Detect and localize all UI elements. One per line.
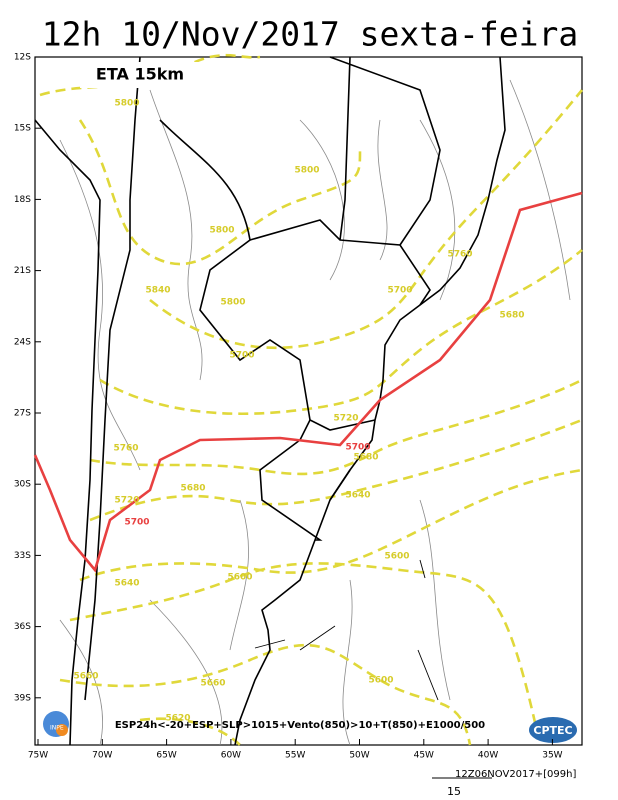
contour-label: 5720	[114, 496, 139, 506]
borders	[34, 56, 506, 746]
contour-label: 5640	[345, 491, 370, 501]
contour-label: 5800	[294, 166, 319, 176]
lon-label: 70W	[92, 751, 112, 761]
contour-label: 5700	[387, 286, 412, 296]
lon-label: 60W	[221, 751, 241, 761]
lat-label: 12S	[14, 53, 31, 63]
lat-label: 33S	[14, 551, 31, 561]
lon-label: 65W	[156, 751, 176, 761]
contour-label: 5640	[114, 579, 139, 589]
contour-label: 5700	[124, 518, 149, 528]
contour-label: 5600	[368, 676, 393, 686]
contour-label: 5760	[447, 250, 472, 260]
cptec-logo	[529, 717, 577, 743]
height-contours	[39, 53, 584, 746]
lon-label: 75W	[28, 751, 48, 761]
contour-label: 5800	[114, 99, 139, 109]
lat-label: 36S	[14, 622, 31, 632]
lat-label: 27S	[14, 409, 31, 419]
lat-label: 39S	[14, 693, 31, 703]
model-label-box	[80, 62, 200, 88]
contour-label: 5700	[229, 351, 254, 361]
contour-label: 5680	[180, 484, 205, 494]
run-label: 12Z06NOV2017+[099h]	[455, 769, 576, 780]
contour-label: 5660	[200, 679, 225, 689]
lat-label: 24S	[14, 337, 31, 347]
inpe-logo-dot	[56, 724, 68, 736]
contour-label: 5840	[145, 286, 170, 296]
fields-legend: ESP24h<-20+ESP+SLP>1015+Vento(850)>10+T(…	[115, 720, 485, 731]
contour-label: 5700	[345, 443, 370, 453]
lat-label: 30S	[14, 480, 31, 490]
vector-scale: 15	[447, 785, 461, 798]
map-frame	[34, 56, 583, 746]
lat-label: 18S	[14, 195, 31, 205]
contour-label: 5600	[227, 573, 252, 583]
grey-contours	[59, 79, 571, 746]
cptec-logo-text: CPTEC	[533, 724, 572, 737]
lon-label: 35W	[542, 751, 562, 761]
lon-label: 45W	[414, 751, 434, 761]
contour-label: 5600	[384, 552, 409, 562]
contour-label: 5620	[165, 714, 190, 724]
lon-label: 55W	[285, 751, 305, 761]
contour-label: 5720	[333, 414, 358, 424]
contour-label: 5680	[353, 453, 378, 463]
wind-vectors	[254, 559, 439, 701]
lon-label: 40W	[478, 751, 498, 761]
contour-label: 5760	[113, 444, 138, 454]
lat-label: 15S	[14, 124, 31, 134]
contour-label: 5800	[209, 226, 234, 236]
contour-label: 5660	[73, 672, 98, 682]
map-title: 12h 10/Nov/2017 sexta-feira	[42, 15, 578, 54]
isotherm-5700	[33, 191, 583, 573]
lon-label: 50W	[349, 751, 369, 761]
contour-label: 5680	[499, 311, 524, 321]
model-label: ETA 15km	[96, 65, 184, 84]
lat-label: 21S	[14, 266, 31, 276]
inpe-logo-text: INPE	[50, 725, 64, 732]
contour-label: 5800	[220, 298, 245, 308]
